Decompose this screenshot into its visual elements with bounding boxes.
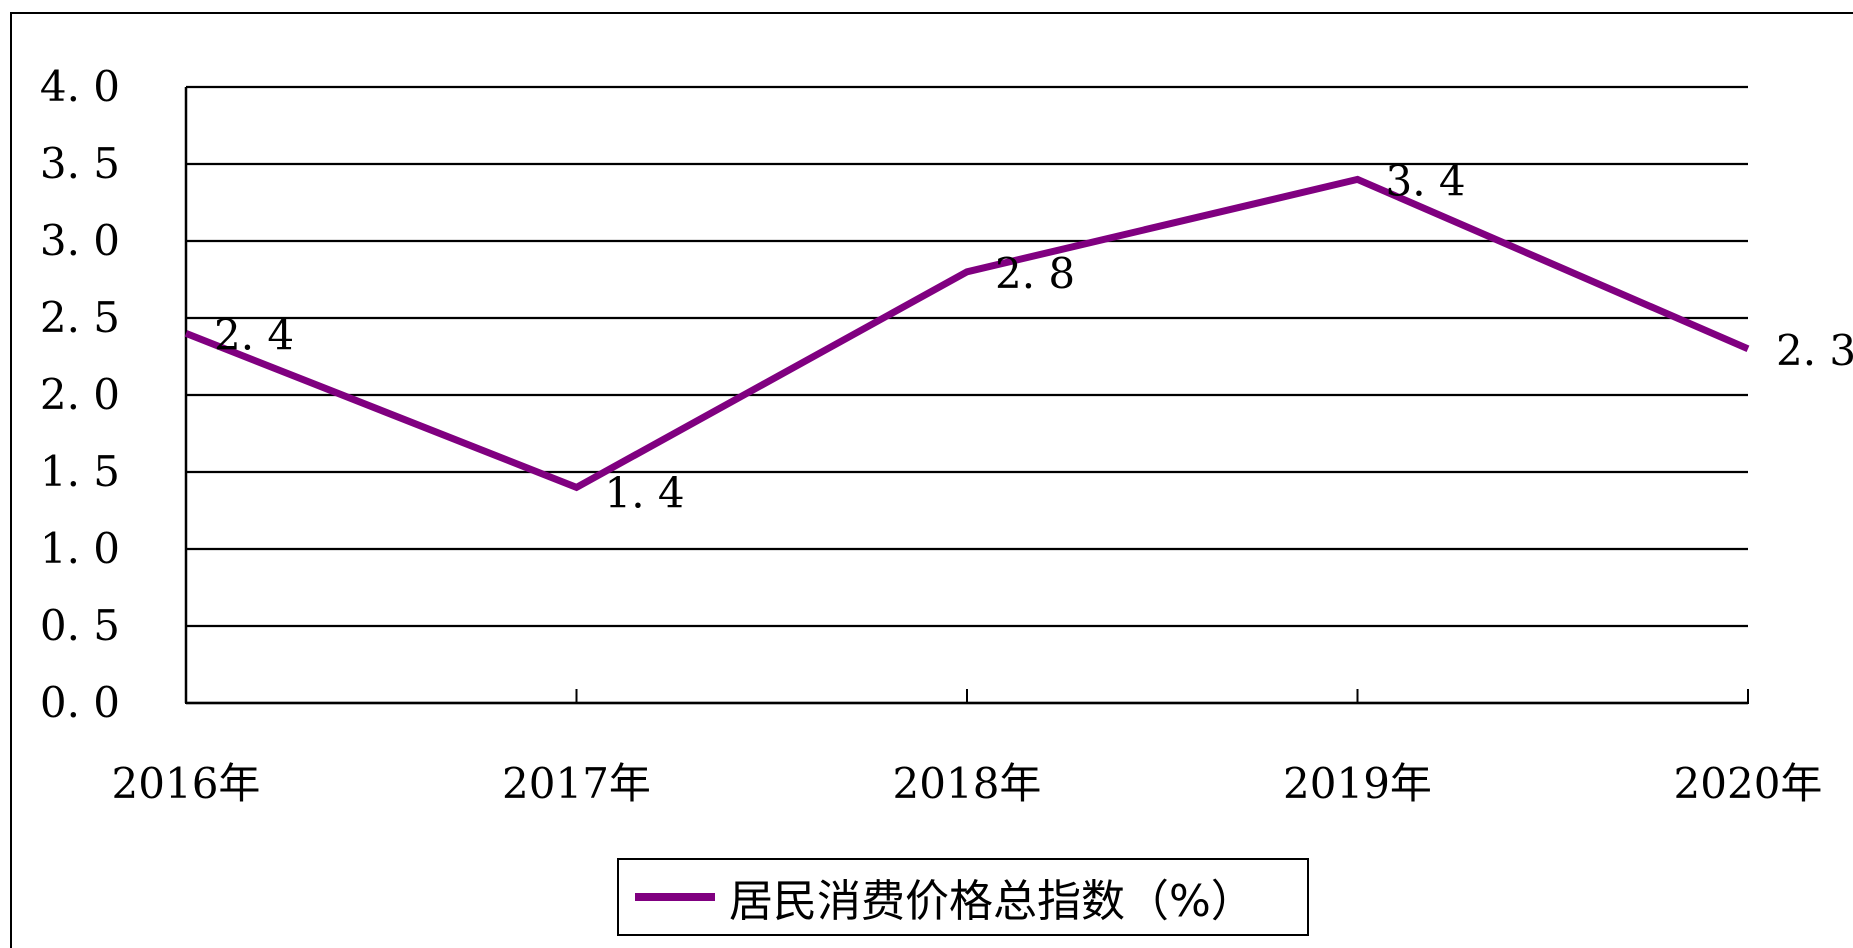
y-tick-label: 0. 5 — [40, 601, 120, 650]
series-lines — [184, 175, 1750, 492]
y-tick-label: 3. 5 — [40, 139, 120, 188]
legend-swatch — [635, 893, 715, 901]
y-tick-label: 1. 0 — [40, 524, 120, 573]
legend: 居民消费价格总指数（%） — [617, 858, 1309, 936]
x-tick-label: 2020年 — [1674, 759, 1823, 808]
x-tick-label: 2019年 — [1283, 759, 1432, 808]
y-tick-label: 0. 0 — [40, 678, 120, 727]
x-tick-label: 2017年 — [502, 759, 651, 808]
y-tick-label: 4. 0 — [40, 62, 120, 111]
data-label: 2. 8 — [995, 249, 1075, 298]
series-line — [184, 175, 1750, 492]
y-tick-label: 1. 5 — [40, 447, 120, 496]
data-labels: 2. 4 1. 4 2. 8 3. 4 2. 3 — [214, 156, 1853, 517]
chart-frame — [10, 12, 1853, 948]
data-label: 2. 3 — [1776, 326, 1853, 375]
y-tick-label: 3. 0 — [40, 216, 120, 265]
legend-label: 居民消费价格总指数（%） — [729, 876, 1255, 927]
gridlines — [186, 85, 1748, 705]
data-label: 3. 4 — [1386, 156, 1466, 205]
x-tick-label: 2016年 — [112, 759, 261, 808]
data-label: 2. 4 — [214, 310, 294, 359]
x-tick-label: 2018年 — [893, 759, 1042, 808]
y-tick-label: 2. 5 — [40, 293, 120, 342]
x-tick-labels: 2016年 2017年 2018年 2019年 2020年 — [112, 759, 1823, 808]
y-tick-label: 2. 0 — [40, 370, 120, 419]
y-tick-labels: 0. 0 0. 5 1. 0 1. 5 2. 0 2. 5 3. 0 3. 5 4. 0 — [40, 62, 120, 727]
data-label: 1. 4 — [605, 468, 685, 517]
axes — [184, 87, 1749, 705]
